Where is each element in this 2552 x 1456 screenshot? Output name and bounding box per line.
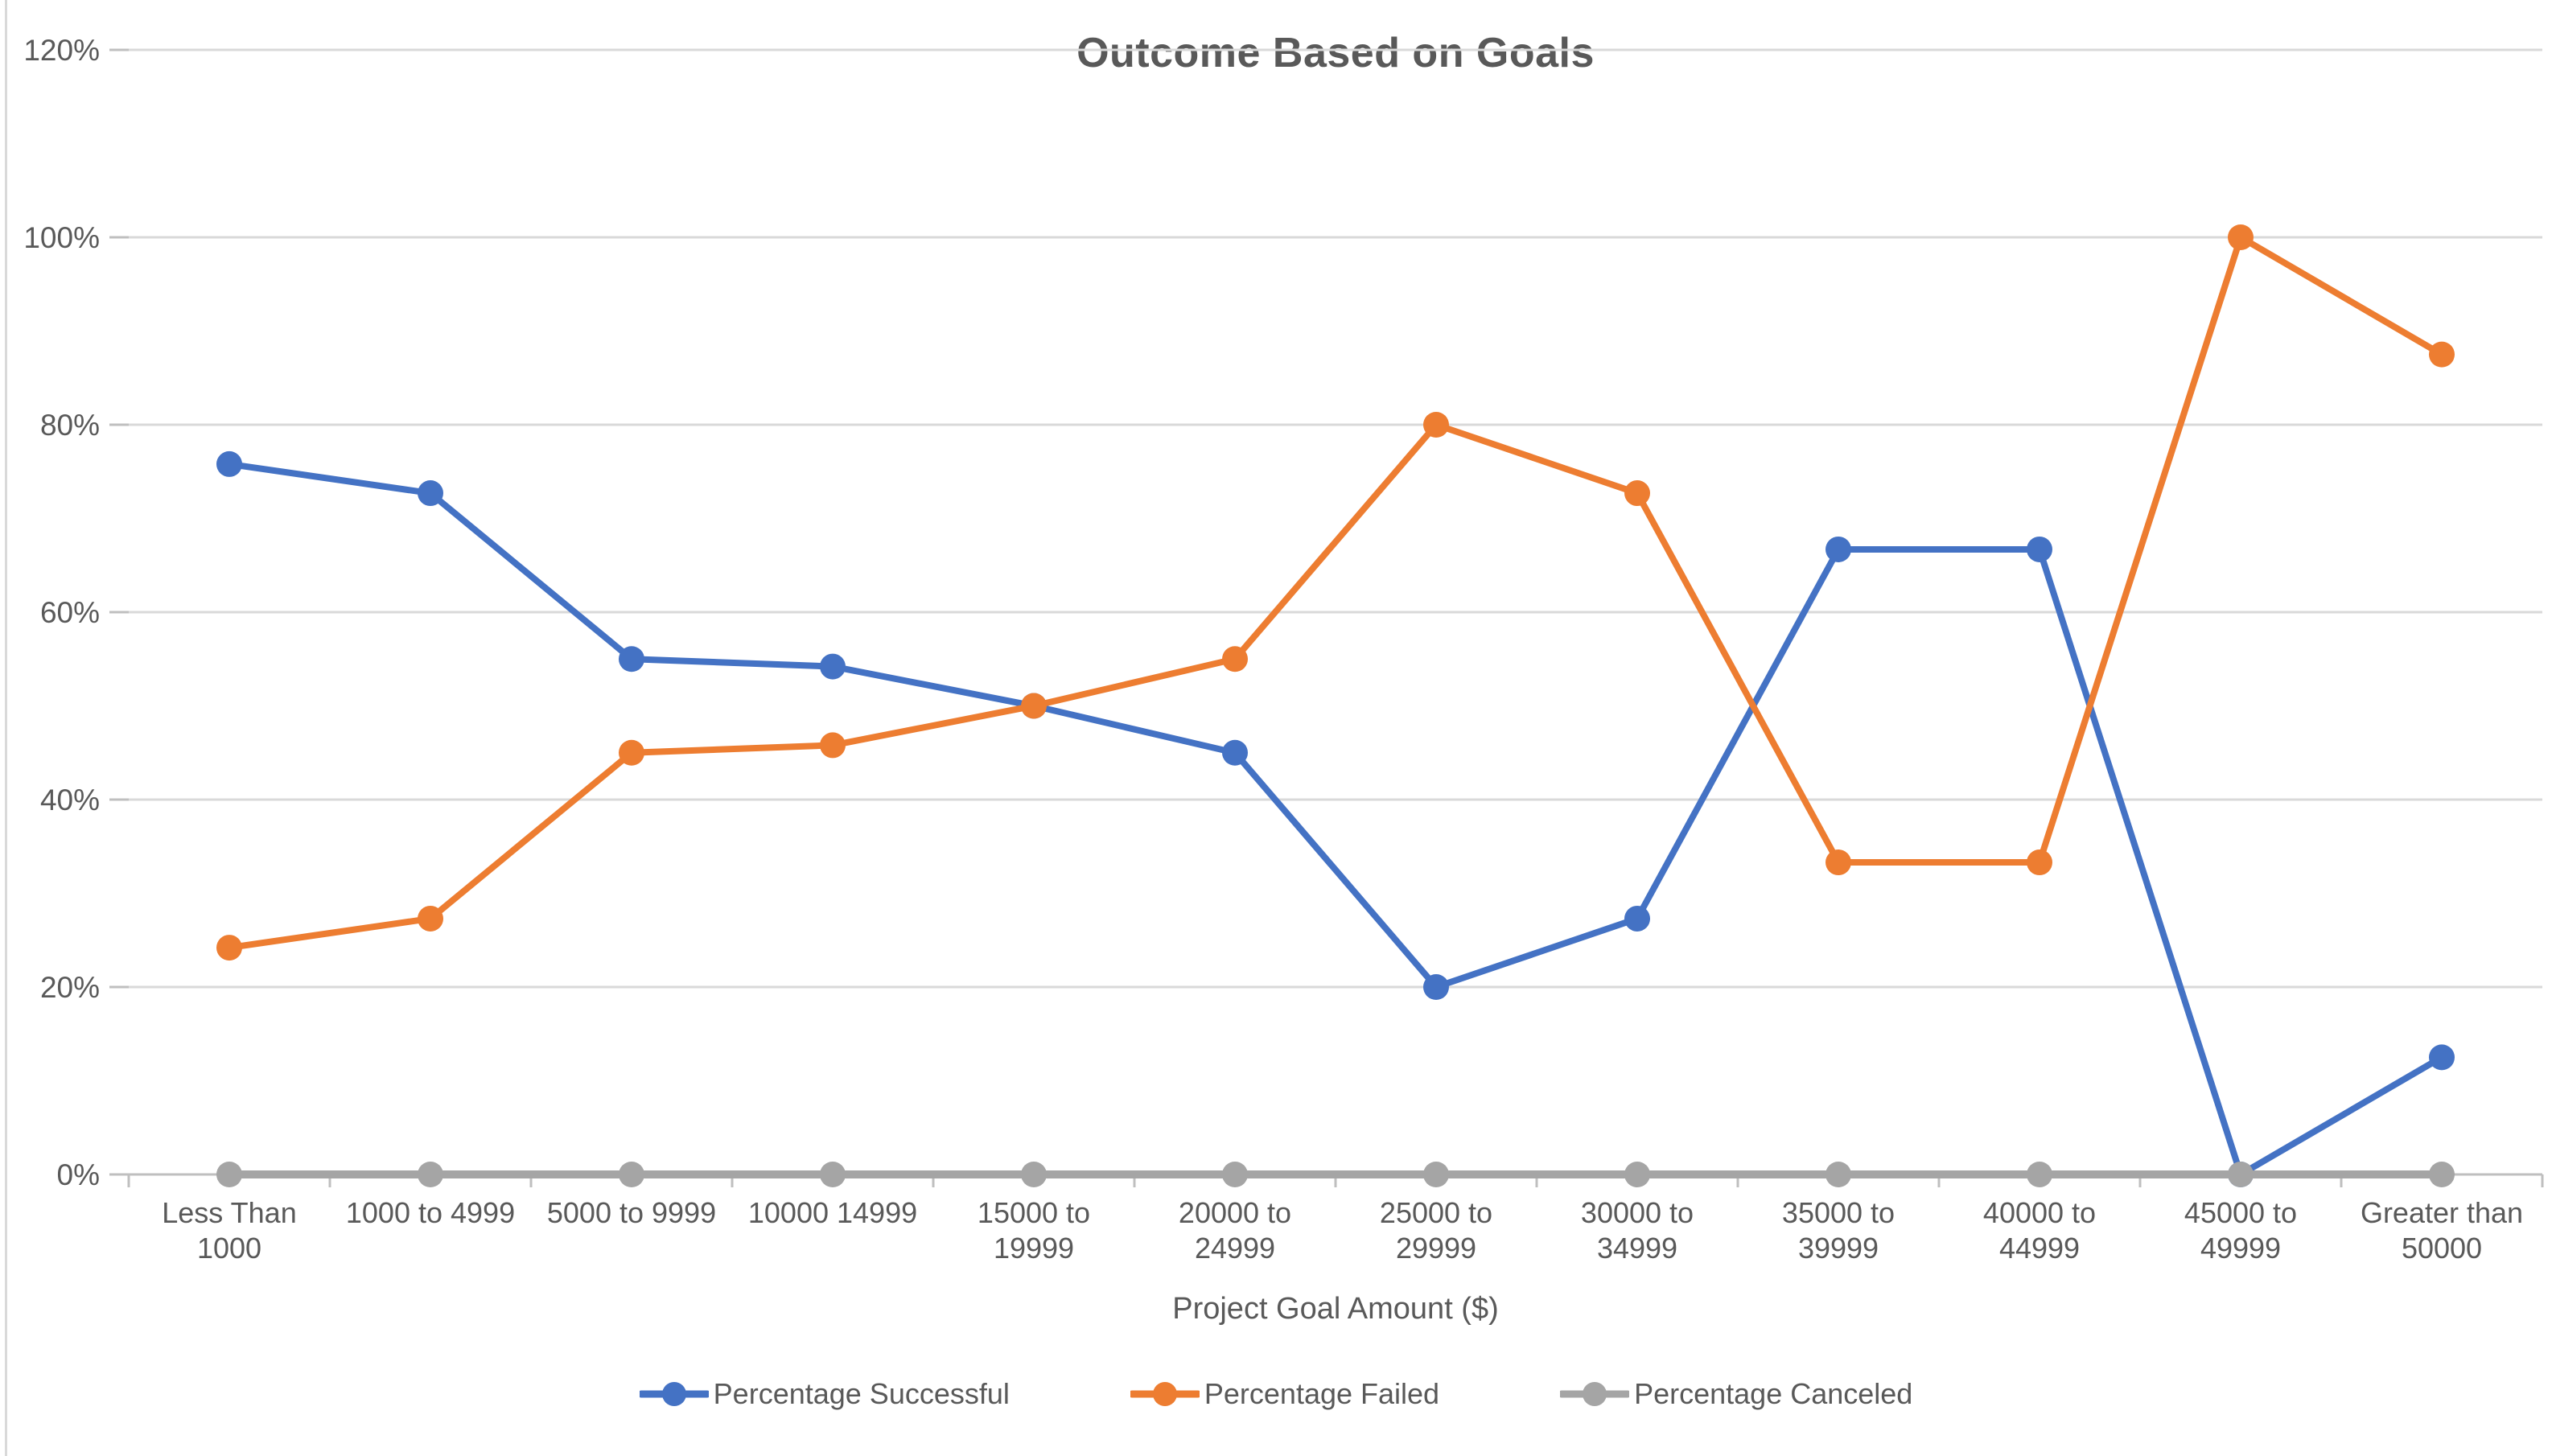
legend-swatch-shape [661, 1382, 686, 1406]
legend-label-canceled: Percentage Canceled [1634, 1377, 1913, 1410]
y-axis-label: 40% [40, 784, 100, 816]
data-point-marker [1423, 412, 1449, 438]
y-axis-label: 20% [40, 971, 100, 1004]
x-axis-label: 20000 to 24999 [1178, 1196, 1292, 1265]
data-point-marker [1021, 1162, 1047, 1187]
x-axis-label: Less Than 1000 [162, 1196, 297, 1265]
y-axis-label: 60% [40, 596, 100, 629]
data-point-marker [418, 480, 443, 507]
x-axis-title: Project Goal Amount ($) [1172, 1292, 1499, 1326]
data-point-marker [2027, 536, 2052, 562]
x-axis-label: Greater than 50000 [2360, 1196, 2524, 1265]
data-point-marker [2429, 1162, 2455, 1187]
x-axis-label: 35000 to 39999 [1781, 1196, 1895, 1265]
data-point-marker [2228, 224, 2254, 250]
data-point-marker [1624, 480, 1650, 507]
legend-swatch-shape [1152, 1382, 1177, 1406]
data-point-marker [619, 646, 644, 672]
data-point-marker [2228, 1162, 2254, 1187]
legend-item-successful: Percentage Successful [639, 1377, 1010, 1411]
legend-item-canceled: Percentage Canceled [1560, 1377, 1912, 1411]
x-axis-label: 1000 to 4999 [345, 1196, 516, 1229]
x-axis-label: 15000 to 19999 [977, 1196, 1091, 1265]
data-point-marker [1826, 1162, 1851, 1187]
x-axis-label: 45000 to 49999 [2184, 1196, 2298, 1265]
data-point-marker [619, 739, 644, 766]
data-point-marker [820, 1162, 846, 1187]
data-point-marker [216, 1162, 242, 1187]
x-axis-label: 30000 to 34999 [1580, 1196, 1694, 1265]
legend-swatch-shape [1583, 1382, 1607, 1406]
y-axis-label: 120% [23, 34, 100, 67]
legend-label-successful: Percentage Successful [713, 1377, 1010, 1410]
data-point-marker [1624, 1162, 1650, 1187]
data-point-marker [820, 653, 846, 680]
x-axis-labels: Less Than 1000 1000 to 4999 5000 to 9999 10… [0, 1195, 2552, 1292]
series-line-percentage-failed [226, 234, 2445, 952]
x-axis-label: 40000 to 44999 [1982, 1196, 2097, 1265]
data-point-marker [1021, 693, 1047, 719]
chart-area-left-border [5, 0, 7, 1456]
data-point-marker [1423, 974, 1449, 1000]
x-axis-label: 25000 to 29999 [1379, 1196, 1493, 1265]
legend: Percentage Successful Percentage Failed … [0, 1377, 2552, 1411]
legend-item-failed: Percentage Failed [1130, 1377, 1439, 1411]
data-point-marker [1423, 1162, 1449, 1187]
data-point-marker [418, 1162, 443, 1187]
legend-marker-canceled-icon [1560, 1382, 1630, 1406]
data-point-marker [820, 732, 846, 759]
data-point-marker [1222, 646, 1248, 672]
data-point-marker [1826, 849, 1851, 876]
y-axis-label: 100% [23, 221, 100, 254]
x-axis-label: 5000 to 9999 [546, 1196, 717, 1229]
legend-label-failed: Percentage Failed [1204, 1377, 1440, 1410]
data-point-marker [216, 450, 242, 477]
data-point-marker [2027, 849, 2052, 876]
data-point-marker [2429, 1044, 2455, 1071]
series-line-percentage-successful [226, 460, 2445, 1178]
legend-marker-failed-icon [1130, 1382, 1200, 1406]
y-axis-label: 80% [40, 409, 100, 442]
data-point-marker [619, 1162, 644, 1187]
data-point-marker [1222, 1162, 1248, 1187]
legend-marker-successful-icon [639, 1382, 709, 1406]
data-point-marker [1826, 536, 1851, 562]
x-axis-label: 10000 14999 [747, 1196, 918, 1229]
data-point-marker [418, 905, 443, 932]
data-point-marker [1624, 905, 1650, 932]
y-axis-label: 0% [57, 1158, 100, 1191]
data-point-marker [2027, 1162, 2052, 1187]
data-point-marker [1222, 739, 1248, 766]
data-point-marker [2429, 341, 2455, 368]
chart-title: Outcome Based on Goals [1076, 30, 1595, 76]
data-point-marker [216, 935, 242, 961]
